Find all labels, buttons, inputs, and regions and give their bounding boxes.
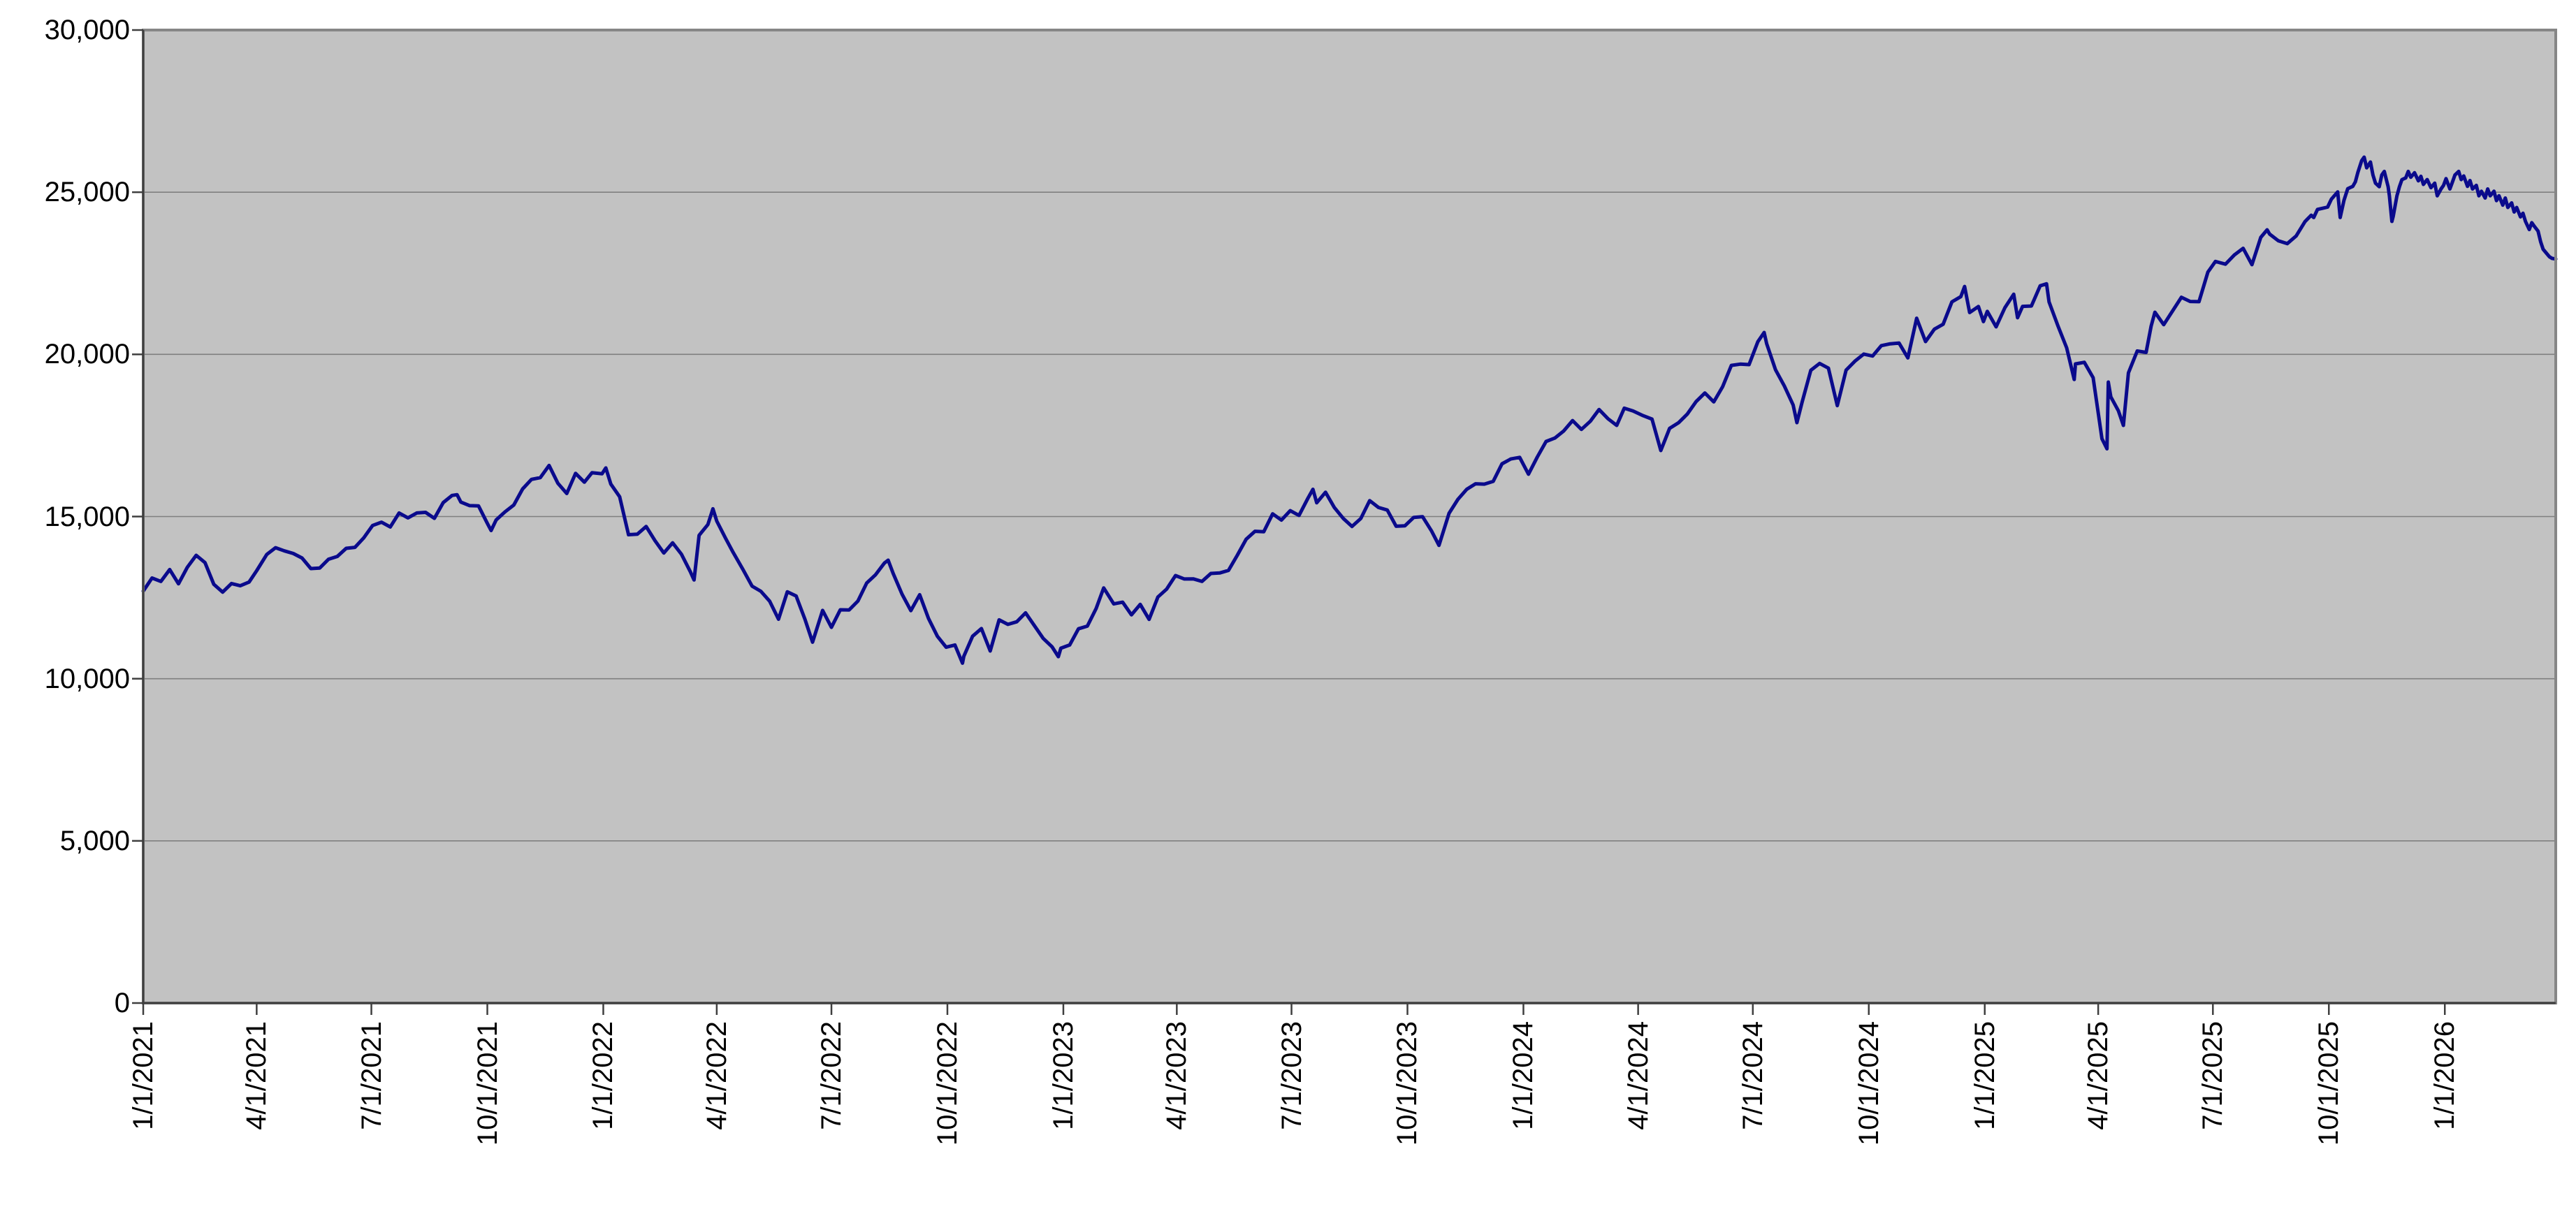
x-axis-label: 10/1/2025 bbox=[2313, 1021, 2345, 1146]
gridlines bbox=[143, 191, 2556, 842]
y-axis-label: 10,000 bbox=[44, 663, 130, 694]
x-axis-label: 4/1/2021 bbox=[241, 1021, 272, 1130]
axis-ticks bbox=[132, 29, 2446, 1015]
x-axis-label: 7/1/2024 bbox=[1737, 1021, 1768, 1130]
data-series-line bbox=[141, 155, 2558, 665]
x-axis-label: 7/1/2021 bbox=[356, 1021, 387, 1130]
x-axis-label: 1/1/2022 bbox=[588, 1021, 619, 1130]
x-axis-label: 4/1/2025 bbox=[2083, 1021, 2114, 1130]
y-axis-label: 30,000 bbox=[44, 15, 130, 45]
x-axis-label: 4/1/2022 bbox=[701, 1021, 732, 1130]
x-axis-label: 10/1/2022 bbox=[932, 1021, 963, 1146]
x-axis-label: 1/1/2023 bbox=[1047, 1021, 1079, 1130]
x-axis-label: 1/1/2021 bbox=[128, 1021, 159, 1130]
y-axis-label: 0 bbox=[114, 988, 130, 1018]
x-axis-label: 7/1/2022 bbox=[816, 1021, 847, 1130]
x-axis-label: 10/1/2024 bbox=[1853, 1021, 1884, 1146]
x-axis-label: 7/1/2023 bbox=[1276, 1021, 1307, 1130]
x-axis-label: 10/1/2021 bbox=[472, 1021, 503, 1146]
x-axis-label: 10/1/2023 bbox=[1392, 1021, 1423, 1146]
x-axis-label: 4/1/2023 bbox=[1161, 1021, 1193, 1130]
x-axis-label: 1/1/2026 bbox=[2429, 1021, 2461, 1130]
y-axis-label: 15,000 bbox=[44, 501, 130, 532]
y-axis-label: 25,000 bbox=[44, 177, 130, 208]
x-axis-label: 4/1/2024 bbox=[1622, 1021, 1654, 1130]
y-axis-label: 5,000 bbox=[59, 825, 130, 856]
x-axis-label: 7/1/2025 bbox=[2197, 1021, 2229, 1130]
x-axis-label: 1/1/2025 bbox=[1969, 1021, 2000, 1130]
x-axis-label: 1/1/2024 bbox=[1508, 1021, 1539, 1130]
y-axis-label: 20,000 bbox=[44, 339, 130, 370]
